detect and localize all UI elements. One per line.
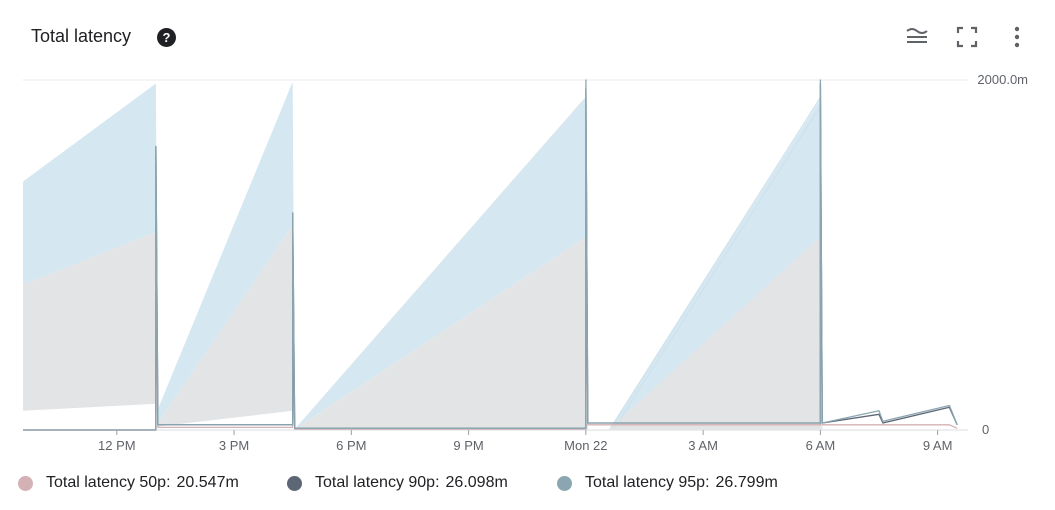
ghost-line [608, 97, 821, 431]
help-icon[interactable]: ? [157, 28, 176, 47]
legend-swatch-90p [287, 475, 302, 491]
legend-lines-icon[interactable] [902, 22, 932, 52]
chart-title: Total latency [31, 26, 132, 46]
legend-item-90p[interactable]: Total latency 90p : 26.098m [287, 474, 508, 492]
band-area-upper [23, 81, 962, 431]
x-tick-label: Mon 22 [564, 438, 607, 453]
more-vert-icon[interactable] [1002, 22, 1032, 52]
x-tick-label: 6 PM [336, 438, 366, 453]
legend-label-95p: Total latency 95p [585, 474, 706, 491]
x-tick-label: 9 PM [453, 438, 483, 453]
legend-value-50p: 20.547m [176, 474, 239, 491]
legend-value-90p: 26.098m [445, 474, 508, 491]
legend-item-50p[interactable]: Total latency 50p : 20.547m [18, 474, 239, 492]
y-tick-label: 0 [982, 422, 989, 437]
legend-swatch-50p [18, 475, 33, 491]
ghost-line [294, 236, 587, 431]
x-tick-label: 9 AM [923, 438, 953, 453]
y-tick-label: 2000.0m [977, 72, 1028, 87]
chart-legend: Total latency 50p : 20.547m Total latenc… [0, 474, 1055, 498]
fullscreen-icon[interactable] [952, 22, 982, 52]
ghost-line [294, 97, 587, 431]
legend-swatch-95p [557, 475, 572, 491]
legend-label-90p: Total latency 90p [315, 474, 436, 491]
ghost-line [612, 251, 821, 431]
x-tick-label: 6 AM [806, 438, 836, 453]
x-tick-label: 12 PM [98, 438, 136, 453]
legend-value-95p: 26.799m [715, 474, 778, 491]
x-tick-label: 3 PM [219, 438, 249, 453]
chart-header: Total latency ? [0, 0, 1055, 72]
legend-item-95p[interactable]: Total latency 95p : 26.799m [557, 474, 778, 492]
ghost-line [612, 105, 821, 431]
legend-label-50p: Total latency 50p [46, 474, 167, 491]
band-area-lower [23, 225, 962, 430]
x-tick-label: 3 AM [688, 438, 718, 453]
ghost-line [608, 237, 821, 431]
series-line-95p [23, 79, 958, 431]
latency-chart: 0 2000.0m 12 PM 3 PM 6 PM 9 PM Mon 22 3 AM 6 AM 9… [23, 72, 1028, 453]
